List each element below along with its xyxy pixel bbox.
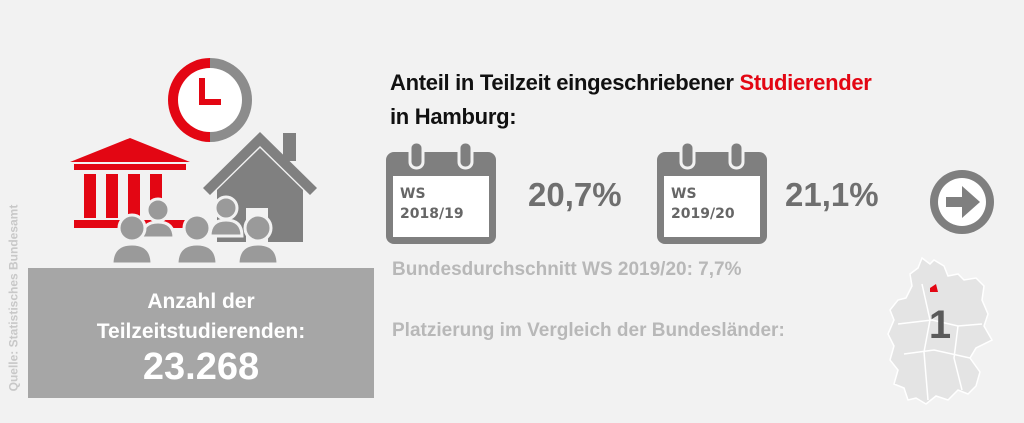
national-average: Bundesdurchschnitt WS 2019/20: 7,7% — [392, 259, 742, 280]
clock-icon — [168, 58, 252, 142]
title-highlight: Studierender — [739, 70, 872, 95]
count-label-line1: Anzahl der — [147, 290, 255, 313]
house-icon — [203, 132, 317, 242]
source-credit: Quelle: Statistisches Bundesamt — [0, 190, 26, 405]
ranking-label: Platzierung im Vergleich der Bundeslände… — [392, 320, 785, 341]
page-title: Anteil in Teilzeit eingeschriebener Stud… — [390, 66, 950, 134]
semester-1-label: WS — [400, 186, 426, 202]
participant-count-box: Anzahl der Teilzeitstudierenden: 23.268 — [28, 268, 374, 398]
calendar-icon: WS 2018/19 — [384, 140, 498, 246]
count-label: Anzahl der Teilzeitstudierenden: — [28, 287, 374, 347]
ranking-value: 1 — [929, 303, 951, 347]
count-label-line2: Teilzeitstudierenden: — [96, 320, 306, 343]
people-group-icon — [110, 195, 280, 266]
semester-1-year: 2018/19 — [400, 206, 464, 222]
semester-2-year: 2019/20 — [671, 206, 735, 222]
semester-1-percent: 20,7% — [528, 176, 622, 213]
semester-2-percent: 21,1% — [785, 176, 879, 213]
germany-map-icon: 1 — [887, 256, 994, 405]
arrow-right-circle-icon — [930, 170, 994, 234]
illustration — [70, 58, 317, 266]
count-value: 23.268 — [142, 346, 260, 388]
source-text: Quelle: Statistisches Bundesamt — [6, 204, 21, 391]
calendar-icon: WS 2019/20 — [655, 140, 769, 246]
title-part1: Anteil in Teilzeit eingeschriebener — [390, 70, 740, 95]
title-line2: in Hamburg: — [390, 104, 517, 129]
semester-2-label: WS — [671, 186, 697, 202]
